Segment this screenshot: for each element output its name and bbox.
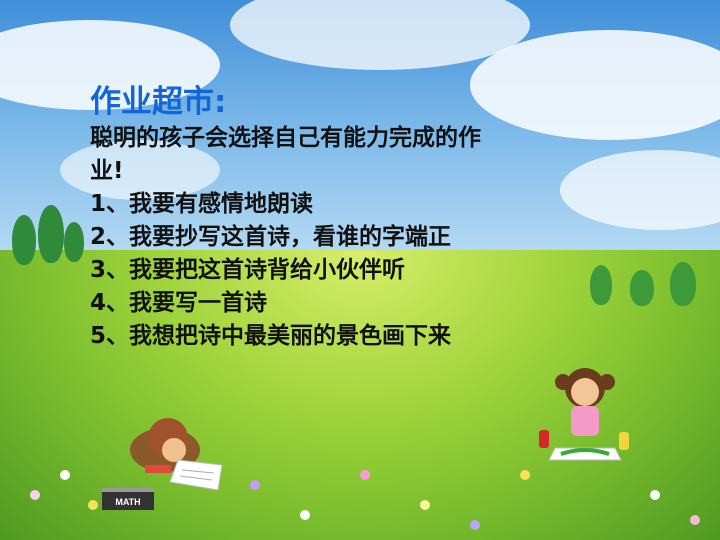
task-item-1: 1、我要有感情地朗读 [90,191,314,217]
flower [60,470,70,480]
flower [650,490,660,500]
flower [420,500,430,510]
tree [64,222,84,262]
flower [520,470,530,480]
tree [670,262,696,306]
math-book-label: MATH [115,497,140,507]
task-item-3: 3、我要把这首诗背给小伙伴听 [90,257,406,283]
flower [690,515,700,525]
tree [12,215,36,265]
flower [300,510,310,520]
task-item-4: 4、我要写一首诗 [90,290,268,316]
task-item-5: 5、我想把诗中最美丽的景色画下来 [90,323,452,349]
flower [30,490,40,500]
tree [630,270,654,306]
cloud [470,30,720,140]
intro-text-continued: 业! [90,158,124,184]
slide-title: 作业超市: [90,84,227,120]
flower [88,500,98,510]
girl-painting-illustration [539,368,629,461]
cloud [230,0,530,70]
flower [470,520,480,530]
boy-reading-illustration: MATH [102,418,223,510]
slide-content: 作业超市: 聪明的孩子会选择自己有能力完成的作 业! 1、我要有感情地朗读 2、… [90,82,650,353]
tree [590,265,612,305]
intro-text: 聪明的孩子会选择自己有能力完成的作 [90,125,481,151]
task-item-2: 2、我要抄写这首诗，看谁的字端正 [90,224,452,250]
flower [360,470,370,480]
tree [38,205,64,263]
cloud [60,140,220,200]
cloud [0,20,220,110]
cloud [560,150,720,230]
flower [250,480,260,490]
